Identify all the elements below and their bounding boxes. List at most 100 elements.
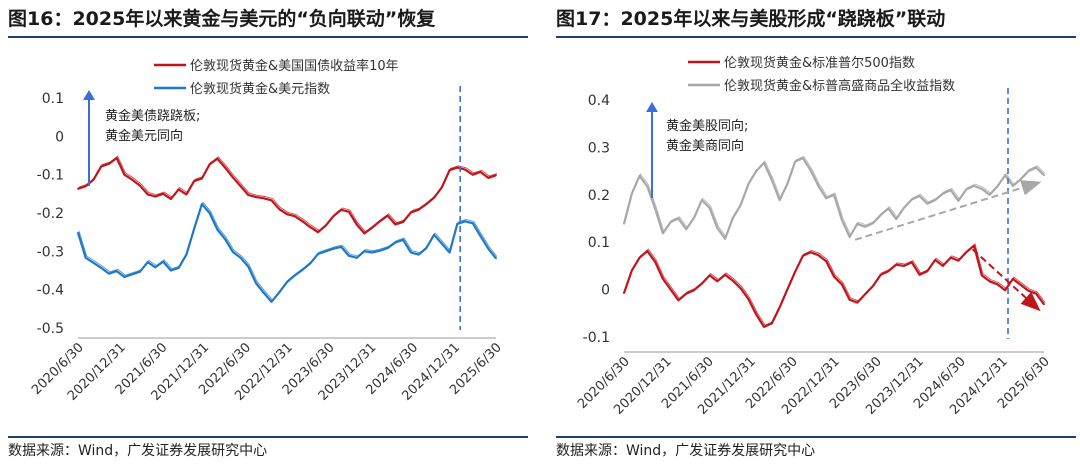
series-1-point-35: [895, 218, 898, 221]
series-0-point-3: [100, 165, 103, 168]
annotation-line-1: 黄金美债跷跷板;: [105, 108, 200, 124]
annotation-arrow-head: [646, 102, 658, 112]
series-0-point-46: [980, 274, 983, 277]
series-1-point-5: [662, 232, 664, 235]
figure-16-panel: 图16：2025年以来黄金与美元的“负向联动”恢复 伦敦现货黄金&美国国债收益率…: [8, 0, 528, 472]
series-0-point-27: [833, 275, 835, 278]
series-1-point-27: [833, 193, 835, 196]
series-1-point-24: [262, 292, 265, 294]
series-1-point-12: [716, 227, 719, 229]
series-1-point-30: [309, 262, 312, 265]
figure-17-bottom-rule: [556, 436, 1076, 438]
series-0-point-26: [278, 208, 281, 211]
series-0-point-25: [817, 254, 820, 257]
series-0-point-11: [708, 274, 711, 277]
series-1-point-13: [724, 237, 726, 240]
series-0-point-16: [747, 298, 750, 300]
series-1-point-51: [471, 222, 474, 225]
series-1-point-23: [255, 282, 257, 285]
y-tick-label: 0: [601, 283, 610, 299]
series-1-point-35: [348, 254, 350, 257]
series-0-point-9: [146, 193, 149, 196]
series-0-point-31: [864, 293, 866, 296]
series-0-point-43: [410, 211, 412, 214]
series-0-point-54: [1043, 303, 1045, 306]
series-0-point-49: [1004, 289, 1006, 292]
series-0-point-6: [669, 288, 672, 291]
series-0-point-39: [379, 220, 381, 223]
series-1-point-9: [146, 261, 149, 264]
series-0-point-50: [1012, 278, 1014, 280]
trend-arrow-1: [971, 248, 1041, 312]
series-1-point-44: [417, 253, 420, 256]
series-0-point-11: [162, 192, 165, 195]
series-1-point-7: [131, 273, 134, 276]
series-1-point-8: [685, 228, 688, 231]
x-axis: 2020/6/302020/12/312021/6/302021/12/3120…: [575, 351, 1053, 418]
series-0-point-1: [630, 269, 633, 272]
series-0-point-32: [324, 224, 327, 227]
series-0-point-28: [840, 283, 843, 286]
y-tick-label: -0.4: [37, 283, 64, 299]
series-1-point-26: [278, 291, 281, 294]
series-band-0: [624, 243, 1046, 326]
y-axis: 0.4 0.3 0.2 0.1 0 -0.1: [583, 93, 610, 346]
series-1-point-28: [840, 218, 843, 221]
series-0-point-53: [1035, 292, 1038, 295]
series-band-0: [78, 155, 498, 233]
series-1-point-0: [623, 222, 625, 225]
series-1-point-31: [864, 225, 866, 228]
series-1-point-3: [646, 185, 649, 188]
series-0-point-44: [965, 251, 968, 254]
y-tick-label: 0.2: [588, 188, 610, 204]
series-0-point-40: [934, 259, 936, 261]
figure-17-top-rule: [556, 36, 1076, 38]
series-1-point-22: [247, 265, 250, 268]
series-0-point-5: [115, 157, 118, 159]
series-1-point-20: [778, 199, 781, 202]
series-0-point-13: [724, 273, 726, 276]
series-1-point-24: [809, 169, 812, 172]
series-0-point-4: [108, 162, 110, 165]
series-0-point-33: [332, 215, 335, 218]
series-0-point-4: [654, 260, 656, 263]
series-0-point-25: [270, 199, 273, 202]
series-1-point-45: [973, 185, 975, 187]
series-0-point-22: [794, 270, 796, 273]
series-1-point-16: [201, 203, 203, 206]
series-0-point-49: [456, 166, 459, 169]
y-tick-label: 0: [55, 129, 64, 145]
series-1-point-2: [638, 174, 641, 177]
series-1-point-41: [394, 241, 397, 244]
series-1-point-46: [433, 233, 435, 236]
series-1-point-6: [123, 276, 126, 278]
series-1-point-12: [170, 269, 172, 272]
figure-16-title: 图16：2025年以来黄金与美元的“负向联动”恢复: [8, 8, 436, 30]
series-1-point-25: [270, 300, 273, 303]
series-1-point-47: [440, 242, 443, 245]
x-axis: 2020/6/302020/12/312021/6/302021/12/3120…: [29, 337, 505, 404]
series-0-point-0: [77, 187, 79, 190]
legend-label-gold-us10y: 伦敦现货黄金&美国国债收益率10年: [190, 58, 399, 74]
series-1-point-1: [630, 192, 633, 195]
series-0-point-40: [386, 214, 389, 217]
series-1-point-43: [957, 199, 960, 202]
series-0-point-8: [139, 184, 141, 187]
series-line-0: [77, 157, 497, 235]
series-0-point-31: [317, 231, 319, 234]
series-0-point-3: [646, 250, 649, 253]
series-0-point-16: [201, 177, 203, 180]
series-1-point-23: [802, 157, 804, 159]
figure-16-source: 数据来源：Wind，广发证券发展研究中心: [8, 443, 268, 459]
trend-arrow-0: [854, 180, 1042, 241]
series-1-point-11: [708, 206, 711, 209]
series-0-point-41: [394, 223, 397, 226]
series-1-point-40: [934, 199, 936, 202]
series-1-point-49: [1004, 174, 1006, 177]
series-0-point-26: [825, 260, 828, 263]
series-1-point-48: [996, 185, 999, 188]
series-1-point-40: [386, 247, 389, 250]
series-0-point-12: [716, 280, 719, 283]
y-axis: 0.1 0 -0.1 -0.2 -0.3 -0.4 -0.5: [37, 91, 64, 337]
series-0-point-45: [973, 244, 975, 247]
